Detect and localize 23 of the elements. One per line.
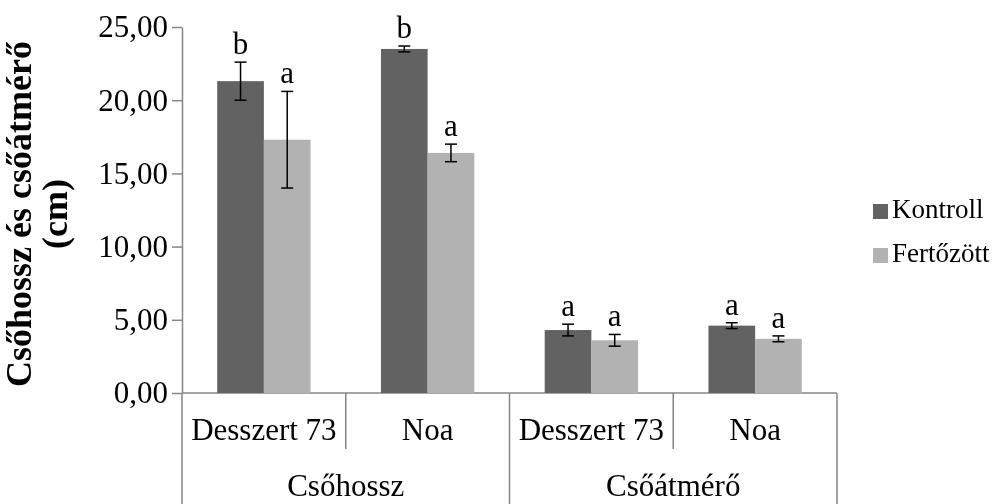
y-axis-title: Csőhossz és csőátmérő (cm): [0, 41, 75, 387]
data-label: a: [771, 299, 786, 335]
y-tick-label: 25,00: [98, 9, 168, 45]
data-label: b: [232, 26, 249, 62]
data-label: a: [444, 108, 459, 144]
data-label: a: [607, 298, 622, 334]
x-tick-label: Desszert 73: [518, 412, 665, 447]
text: Csőhossz: [287, 468, 405, 503]
y-tick-label: 15,00: [98, 155, 168, 191]
y-tick-label: 5,00: [113, 302, 168, 338]
data-label: b: [396, 10, 413, 46]
legend-label: Fertőzött: [892, 238, 990, 268]
y-tick-label: 0,00: [113, 375, 168, 411]
x-tick-label: Noa: [729, 412, 782, 447]
x-tick-label: Desszert 73: [191, 412, 337, 447]
data-label: a: [561, 288, 576, 324]
x-tick-label: Noa: [401, 412, 454, 447]
data-label: a: [280, 55, 295, 91]
y-tick-label: 20,00: [98, 82, 168, 118]
y-tick-label: 10,00: [98, 229, 168, 265]
data-label: a: [724, 286, 739, 322]
text: Csőátmérő: [606, 468, 741, 503]
legend-label: Kontroll: [892, 194, 984, 224]
